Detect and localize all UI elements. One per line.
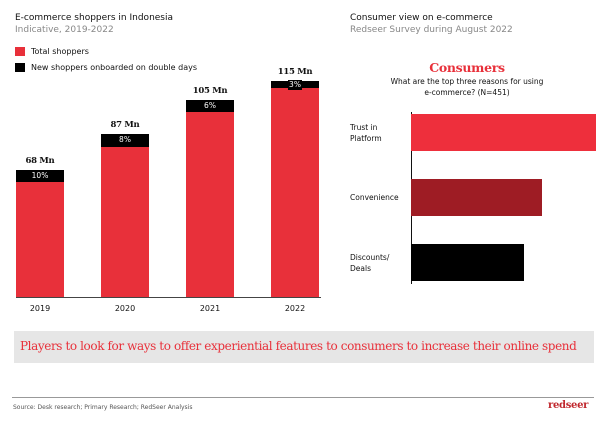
x-tick-label-2019: 2019 bbox=[29, 304, 51, 313]
total-label-2021: 105 Mn bbox=[192, 86, 228, 97]
x-tick-label-2021: 2021 bbox=[199, 304, 221, 313]
x-tick-label-2020: 2020 bbox=[114, 304, 136, 313]
x-tick-label-2022: 2022 bbox=[284, 304, 306, 313]
left-chart-title: E-commerce shoppers in Indonesia bbox=[15, 13, 174, 23]
bar-convenience bbox=[411, 179, 543, 216]
key-insight-banner: Players to look for ways to offer experi… bbox=[14, 331, 594, 363]
y-tick-label-line: Convenience bbox=[350, 193, 399, 202]
shoppers-bar-chart: 10% 68 Mn 2019 8% 87 Mn 2020 6% 105 Mn 2021 3% 115… bbox=[0, 0, 330, 320]
legend-swatch-new-shoppers bbox=[15, 63, 25, 72]
segment-label-2022: 3% bbox=[288, 80, 302, 91]
legend-item-new-shoppers: New shoppers onboarded on double days bbox=[15, 63, 197, 72]
survey-question: What are the top three reasons for using… bbox=[330, 76, 604, 98]
bar-trust-in-platform bbox=[411, 114, 596, 151]
bar-total-shoppers-2019 bbox=[16, 182, 64, 297]
y-tick-label-convenience: Convenience bbox=[350, 192, 410, 203]
segment-label-2019: 10% bbox=[31, 170, 49, 180]
bar-total-shoppers-2021 bbox=[186, 111, 234, 297]
bar-new-shoppers-2021 bbox=[186, 100, 234, 112]
segment-label-2020: 8% bbox=[119, 135, 131, 145]
footer-divider bbox=[12, 397, 594, 398]
segment-label-2021: 6% bbox=[204, 101, 216, 111]
x-axis-line bbox=[16, 297, 321, 298]
y-tick-label-discounts-deals: Discounts/Deals bbox=[350, 252, 410, 274]
bar-new-shoppers-2020 bbox=[101, 133, 149, 147]
bar-discounts-deals bbox=[411, 244, 524, 281]
key-insight-text: Players to look for ways to offer experi… bbox=[20, 339, 577, 353]
total-label-2020: 87 Mn bbox=[110, 119, 140, 130]
right-chart-subtitle: Redseer Survey during August 2022 bbox=[350, 25, 513, 35]
bar-total-shoppers-2020 bbox=[101, 146, 149, 297]
survey-question-line-1: What are the top three reasons for using bbox=[390, 77, 544, 86]
legend-label-new-shoppers: New shoppers onboarded on double days bbox=[31, 63, 198, 72]
y-tick-label-line: Deals bbox=[350, 263, 371, 273]
reasons-bar-chart: Trust in Platform Convenience Discounts/Dea… bbox=[350, 114, 596, 281]
legend-label-total-shoppers: Total shoppers bbox=[31, 47, 89, 56]
left-chart-subtitle: Indicative, 2019-2022 bbox=[15, 25, 114, 35]
legend-swatch-total-shoppers bbox=[15, 47, 25, 56]
y-tick-label-line: Discounts/ bbox=[350, 252, 390, 262]
bar-total-shoppers-2022 bbox=[271, 87, 319, 297]
total-label-2019: 68 Mn bbox=[25, 155, 55, 166]
total-label-2022: 115 Mn bbox=[277, 67, 313, 78]
consumers-heading: Consumers bbox=[429, 60, 505, 75]
source-note: Source: Desk research; Primary Research;… bbox=[13, 404, 193, 411]
y-tick-label-line: Trust in bbox=[350, 122, 378, 132]
y-tick-label-trust-in-platform: Trust in Platform bbox=[350, 122, 410, 144]
right-chart-title: Consumer view on e-commerce bbox=[350, 13, 493, 23]
y-tick-label-line: Platform bbox=[350, 133, 382, 143]
bar-new-shoppers-2019 bbox=[16, 169, 64, 183]
legend-item-total-shoppers: Total shoppers bbox=[15, 47, 89, 56]
redseer-logo: redseer bbox=[548, 400, 589, 411]
survey-question-line-2: e-commerce? (N=451) bbox=[424, 88, 510, 97]
